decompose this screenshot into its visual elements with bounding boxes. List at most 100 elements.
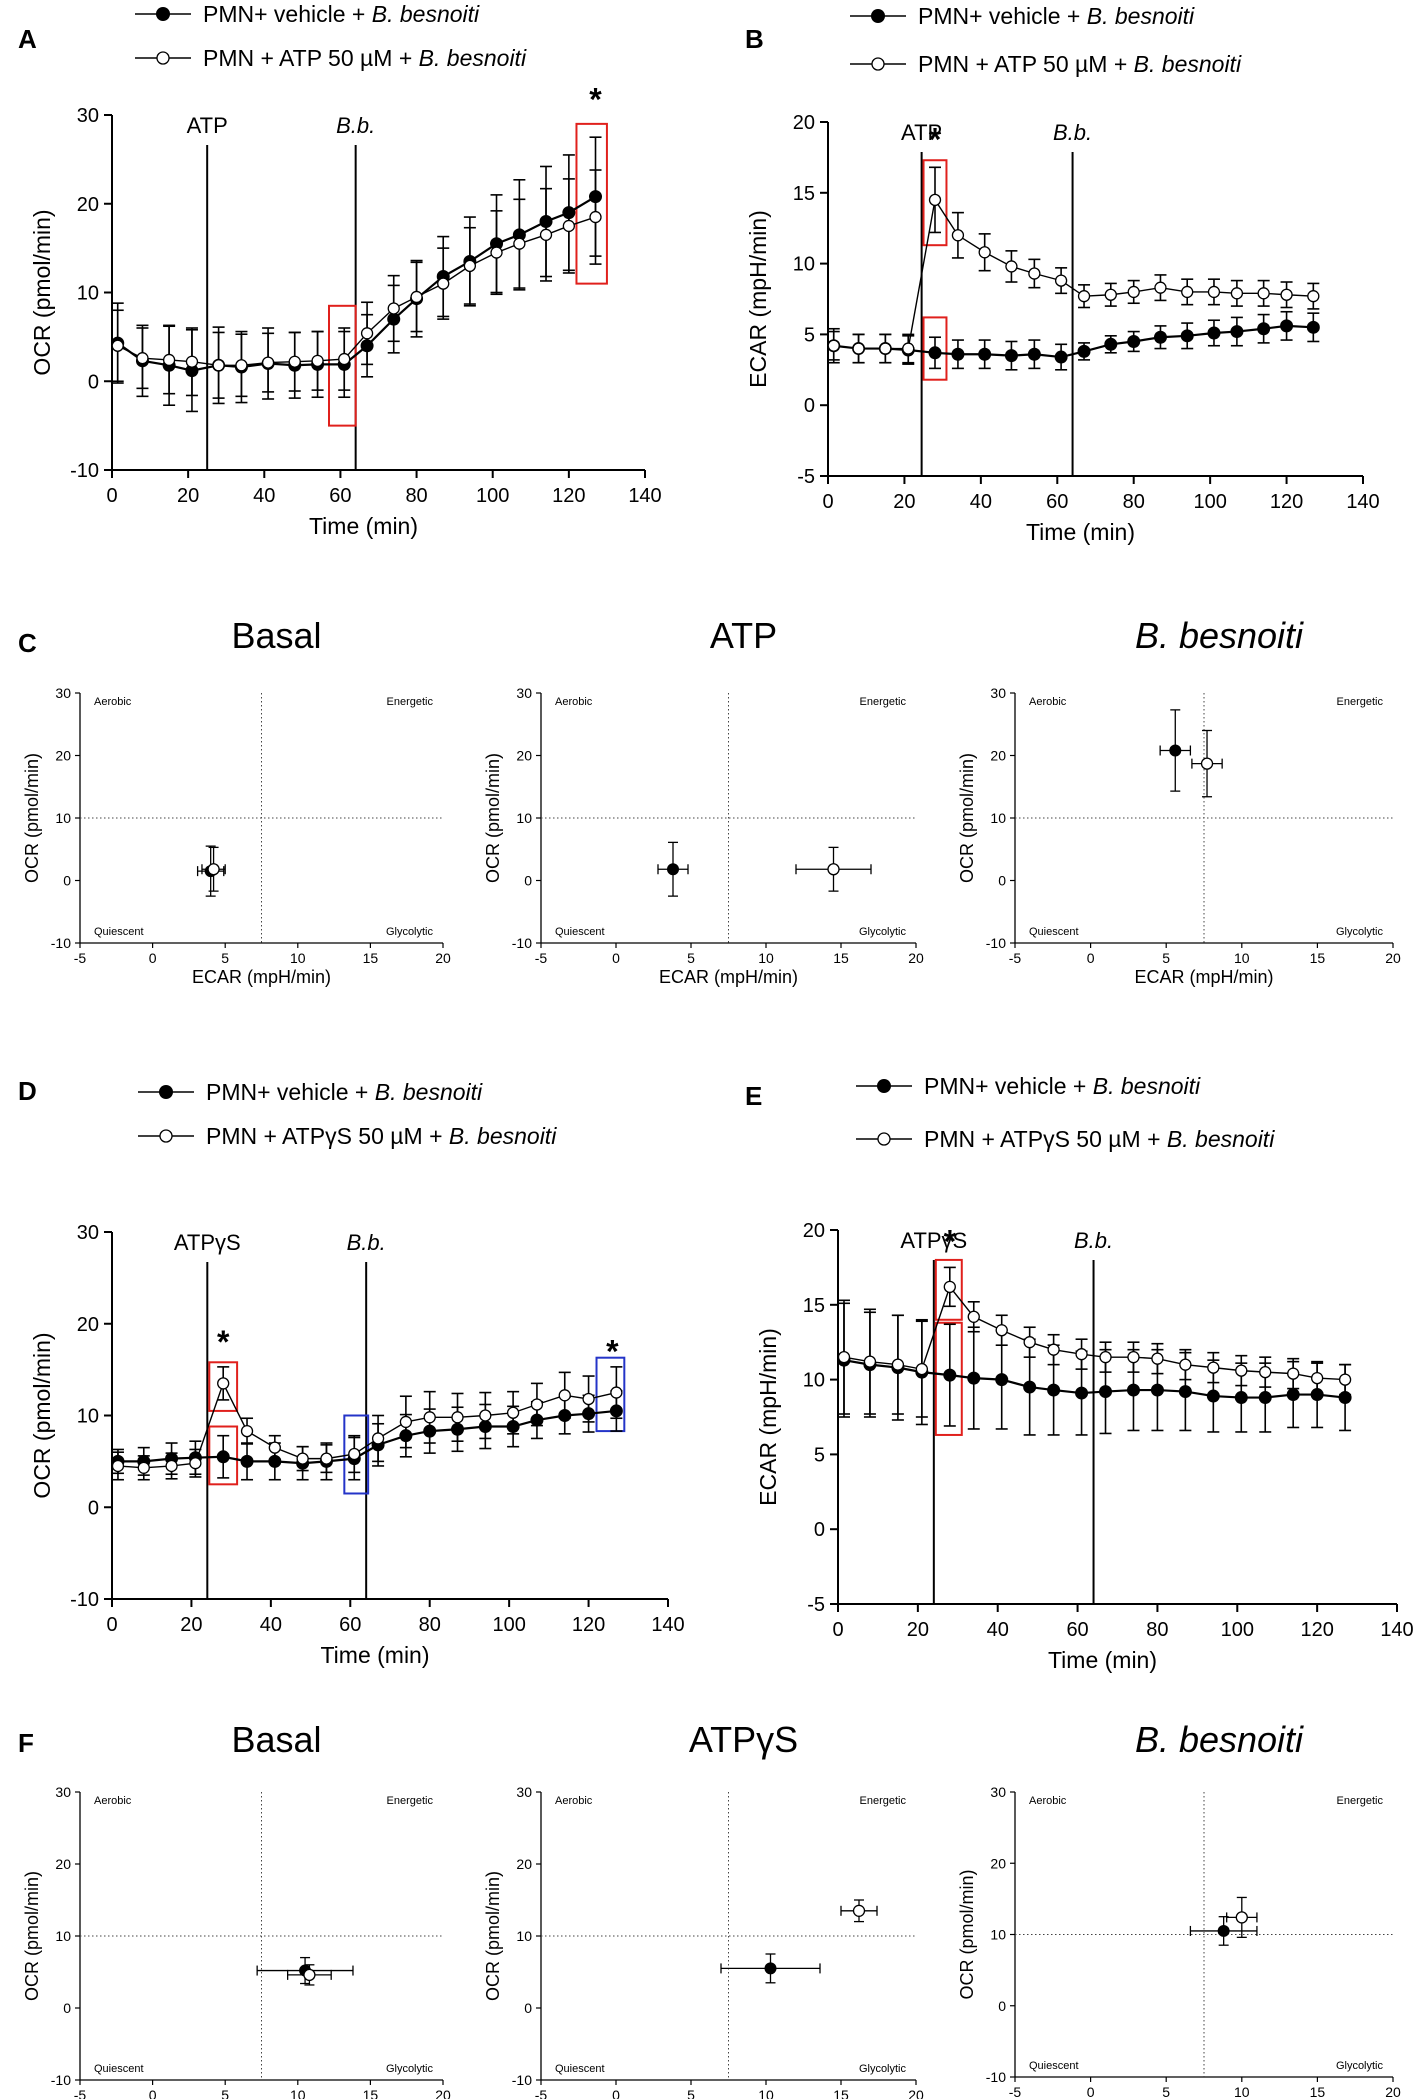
point-open <box>562 219 576 233</box>
quadrant-label-energetic: Energetic <box>860 1795 907 1807</box>
point-filled <box>1258 1391 1272 1405</box>
x-tick-label: 10 <box>758 950 774 966</box>
point-filled <box>978 347 992 361</box>
point-open <box>891 1358 905 1371</box>
point-open <box>136 352 149 365</box>
panel-title: B. besnoiti <box>1135 1719 1304 1760</box>
energy-map: Basal -10 0 10 20 30 -5 0 5 10 15 20 ECAR (mpH/min) O… <box>22 615 451 987</box>
point-open <box>348 1447 361 1461</box>
point-filled <box>1153 330 1167 344</box>
legend-label-plain: PMN + ATPγS 50 µM + <box>924 1126 1167 1152</box>
quadrant-label-glycolytic: Glycolytic <box>386 2063 434 2075</box>
point-open <box>915 1362 928 1376</box>
point-open <box>995 1324 1008 1337</box>
legend-label-plain: PMN + ATPγS 50 µM + <box>206 1123 449 1149</box>
data-point <box>1159 709 1192 792</box>
energy-map: B. besnoiti -10 0 10 20 30 -5 0 5 10 15 20 ECAR (mpH… <box>957 615 1401 987</box>
x-axis-title: ECAR (mpH/min) <box>192 967 331 987</box>
x-tick-label: 80 <box>1146 1619 1168 1641</box>
y-axis-title: OCR (pmol/min) <box>22 753 42 883</box>
event-label: B.b. <box>1074 1228 1113 1253</box>
quadrant-label-quiescent: Quiescent <box>555 926 605 938</box>
point-open <box>852 342 865 355</box>
legend-label: PMN+ vehicle + B. besnoiti <box>206 1079 483 1105</box>
event-label: ATPγS <box>900 1228 967 1253</box>
point-open <box>1077 290 1091 303</box>
x-tick-label: 80 <box>405 485 427 507</box>
y-tick-label: 0 <box>998 1998 1006 2014</box>
x-tick-label: 5 <box>221 950 229 966</box>
y-tick-label: 20 <box>55 1856 71 1872</box>
legend-label-plain: PMN+ vehicle + <box>206 1079 375 1105</box>
x-tick-label: -5 <box>535 950 548 966</box>
legend-label: PMN + ATP 50 µM + B. besnoiti <box>203 45 527 71</box>
x-tick-label: 60 <box>1046 491 1068 513</box>
y-tick-label: 0 <box>998 873 1006 889</box>
point-filled <box>943 1368 957 1382</box>
x-tick-label: 60 <box>1066 1619 1088 1641</box>
y-tick-label: -10 <box>512 2072 532 2088</box>
point-open <box>610 1386 623 1399</box>
point-open <box>863 1355 877 1368</box>
legend-label-italic: B. besnoiti <box>1134 51 1242 77</box>
point-filled <box>240 1454 254 1468</box>
point-open <box>1023 1336 1036 1349</box>
x-tick-label: 120 <box>552 485 585 507</box>
point-filled <box>1054 350 1068 364</box>
quadrant-label-aerobic: Aerobic <box>555 696 593 708</box>
quadrant-label-glycolytic: Glycolytic <box>386 926 434 938</box>
panel-letter: F <box>18 1728 34 1758</box>
y-tick-label: 30 <box>55 1784 71 1800</box>
data-point <box>1189 1916 1258 1946</box>
point-open <box>943 1280 956 1293</box>
point-open <box>399 1415 413 1429</box>
y-tick-label: 5 <box>804 324 815 346</box>
x-tick-label: -5 <box>1009 2084 1022 2099</box>
x-tick-label: 15 <box>363 950 379 966</box>
x-tick-label: 80 <box>1123 491 1145 513</box>
point-open <box>387 302 400 315</box>
point-open <box>320 1452 333 1465</box>
point-open <box>165 1459 178 1473</box>
point-open <box>1338 1373 1352 1386</box>
y-tick-label: -10 <box>512 935 532 951</box>
point-open <box>951 229 965 242</box>
highlight-box <box>208 1361 239 1412</box>
x-tick-label: 20 <box>1385 2084 1401 2099</box>
x-tick-label: 100 <box>1193 491 1226 513</box>
y-tick-label: 0 <box>524 2000 532 2016</box>
y-tick-label: -10 <box>51 2072 71 2088</box>
point-filled <box>1004 349 1018 363</box>
x-axis-title: ECAR (mpH/min) <box>659 967 798 987</box>
x-tick-label: 140 <box>628 485 661 507</box>
point-filled <box>995 1373 1009 1387</box>
y-axis-title: OCR (pmol/min) <box>29 209 55 375</box>
quadrant-label-quiescent: Quiescent <box>555 2063 605 2075</box>
point-open <box>1181 285 1194 299</box>
x-tick-label: 60 <box>329 485 351 507</box>
quadrant-label-energetic: Energetic <box>1337 1795 1384 1807</box>
data-point <box>1191 729 1223 798</box>
point-open <box>1005 260 1018 273</box>
y-tick-label: 10 <box>516 810 532 826</box>
point-open <box>268 1441 281 1454</box>
y-tick-label: 20 <box>990 748 1006 764</box>
point-open <box>261 356 275 369</box>
point-open <box>111 1459 125 1473</box>
y-axis-title: ECAR (mpH/min) <box>755 1328 781 1506</box>
point-open <box>506 1406 520 1419</box>
point-filled <box>1217 1924 1230 1937</box>
panel-letter: A <box>18 24 37 54</box>
legend-label: PMN+ vehicle + B. besnoiti <box>924 1073 1201 1099</box>
x-tick-label: 0 <box>832 1619 843 1641</box>
y-axis-title: OCR (pmol/min) <box>957 753 977 883</box>
y-tick-label: 0 <box>63 873 71 889</box>
point-open <box>235 359 248 372</box>
y-axis-title: OCR (pmol/min) <box>29 1332 55 1498</box>
point-open <box>463 259 477 273</box>
y-tick-label: 20 <box>55 748 71 764</box>
point-open <box>1127 285 1140 299</box>
point-filled <box>1180 329 1194 343</box>
point-filled <box>967 1371 981 1385</box>
